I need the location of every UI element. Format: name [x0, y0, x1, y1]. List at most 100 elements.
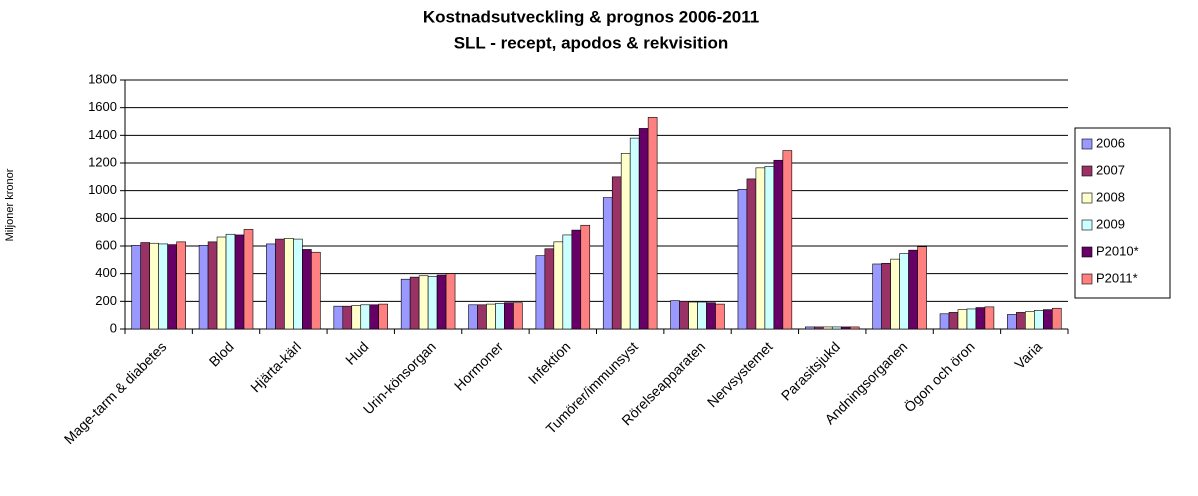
x-tick-label: Varia — [1011, 338, 1045, 372]
bar — [939, 313, 950, 330]
bar — [620, 153, 631, 330]
bar — [302, 249, 312, 330]
bar — [849, 326, 860, 330]
legend-swatch — [1081, 246, 1093, 258]
bar — [1034, 310, 1044, 330]
bar — [984, 306, 995, 330]
bar — [890, 258, 900, 330]
bar — [243, 229, 254, 330]
bar — [611, 176, 622, 330]
bar — [234, 234, 245, 330]
chart-subtitle: SLL - recept, apodos & rekvisition — [454, 33, 729, 52]
bar — [216, 236, 227, 330]
bar — [409, 276, 420, 330]
x-tick-label: Hjärta-kärl — [247, 338, 304, 395]
bar — [706, 302, 716, 330]
bar — [477, 304, 487, 330]
bar — [571, 229, 582, 330]
y-tick-label: 1800 — [88, 71, 117, 86]
legend-swatch — [1081, 138, 1093, 150]
bar — [782, 150, 793, 330]
chart-title: Kostnadsutveckling & prognos 2006-2011 — [423, 7, 759, 26]
bar — [975, 307, 986, 330]
legend-label: P2010* — [1096, 243, 1139, 258]
legend-swatch — [1081, 273, 1093, 285]
bar — [764, 166, 775, 330]
bar — [948, 312, 959, 330]
bar — [311, 251, 321, 330]
bar — [198, 245, 209, 330]
bar — [831, 326, 842, 330]
x-tick-label: Blod — [206, 338, 237, 369]
y-tick-label: 600 — [95, 237, 117, 252]
bar — [1016, 312, 1026, 330]
bar — [580, 224, 591, 330]
x-tick-label: Infektion — [525, 338, 574, 387]
y-tick-label: 1200 — [88, 154, 117, 169]
bar — [670, 300, 680, 330]
bar — [149, 242, 159, 330]
bar — [369, 304, 380, 330]
bar — [544, 248, 555, 330]
bar — [899, 253, 909, 330]
legend-swatch — [1081, 192, 1093, 204]
y-tick-label: 400 — [95, 265, 117, 280]
bar — [418, 275, 429, 330]
bar — [647, 117, 658, 330]
bar — [436, 274, 447, 330]
legend-swatch — [1081, 165, 1093, 177]
bar — [737, 188, 748, 330]
bar — [805, 326, 815, 330]
bar — [400, 278, 411, 330]
bar — [284, 238, 294, 330]
bar — [773, 159, 784, 330]
bar — [333, 305, 344, 330]
x-tick-label: Mage-tarm & diabetes — [61, 338, 170, 447]
bar — [715, 303, 725, 330]
bar — [840, 326, 851, 330]
x-tick-label: Hud — [342, 338, 371, 367]
bar — [158, 243, 168, 330]
bar — [140, 242, 150, 330]
bar — [504, 302, 514, 330]
bar — [342, 305, 353, 330]
x-tick-label: Parasitsjukd — [778, 338, 843, 403]
x-tick-label: Ögon och öron — [900, 338, 978, 416]
y-tick-label: 1000 — [88, 182, 117, 197]
bar — [697, 301, 707, 330]
bar — [225, 233, 236, 330]
bar — [1025, 311, 1035, 330]
y-tick-label: 200 — [95, 293, 117, 308]
bar — [266, 243, 276, 330]
bar — [908, 249, 918, 330]
bar — [468, 304, 478, 330]
x-tick-label: Nervsystemet — [704, 338, 776, 410]
bar — [513, 302, 523, 330]
bar — [872, 263, 882, 330]
legend-label: 2007 — [1096, 162, 1125, 177]
bar — [207, 241, 218, 330]
bar — [881, 262, 891, 330]
legend-label: P2011* — [1096, 270, 1138, 285]
bar — [131, 245, 142, 330]
bar — [486, 303, 496, 330]
legend-swatch — [1081, 219, 1093, 231]
y-tick-label: 1400 — [88, 127, 117, 142]
bar — [1043, 309, 1053, 330]
bar — [427, 276, 438, 330]
y-tick-label: 1600 — [88, 99, 117, 114]
bar — [535, 255, 546, 330]
legend-label: 2009 — [1096, 216, 1125, 231]
bar — [562, 234, 573, 330]
y-axis-label: Miljoner kronor — [4, 168, 16, 241]
bar — [351, 305, 362, 330]
bar — [813, 326, 824, 330]
bar — [1051, 307, 1062, 330]
x-tick-label: Hormoner — [451, 338, 507, 394]
bar — [688, 301, 698, 330]
bar — [445, 273, 456, 330]
bar — [957, 309, 968, 330]
bar — [275, 238, 285, 330]
x-tick-label: Urin-könsorgan — [360, 338, 439, 417]
y-tick-label: 800 — [95, 210, 117, 225]
